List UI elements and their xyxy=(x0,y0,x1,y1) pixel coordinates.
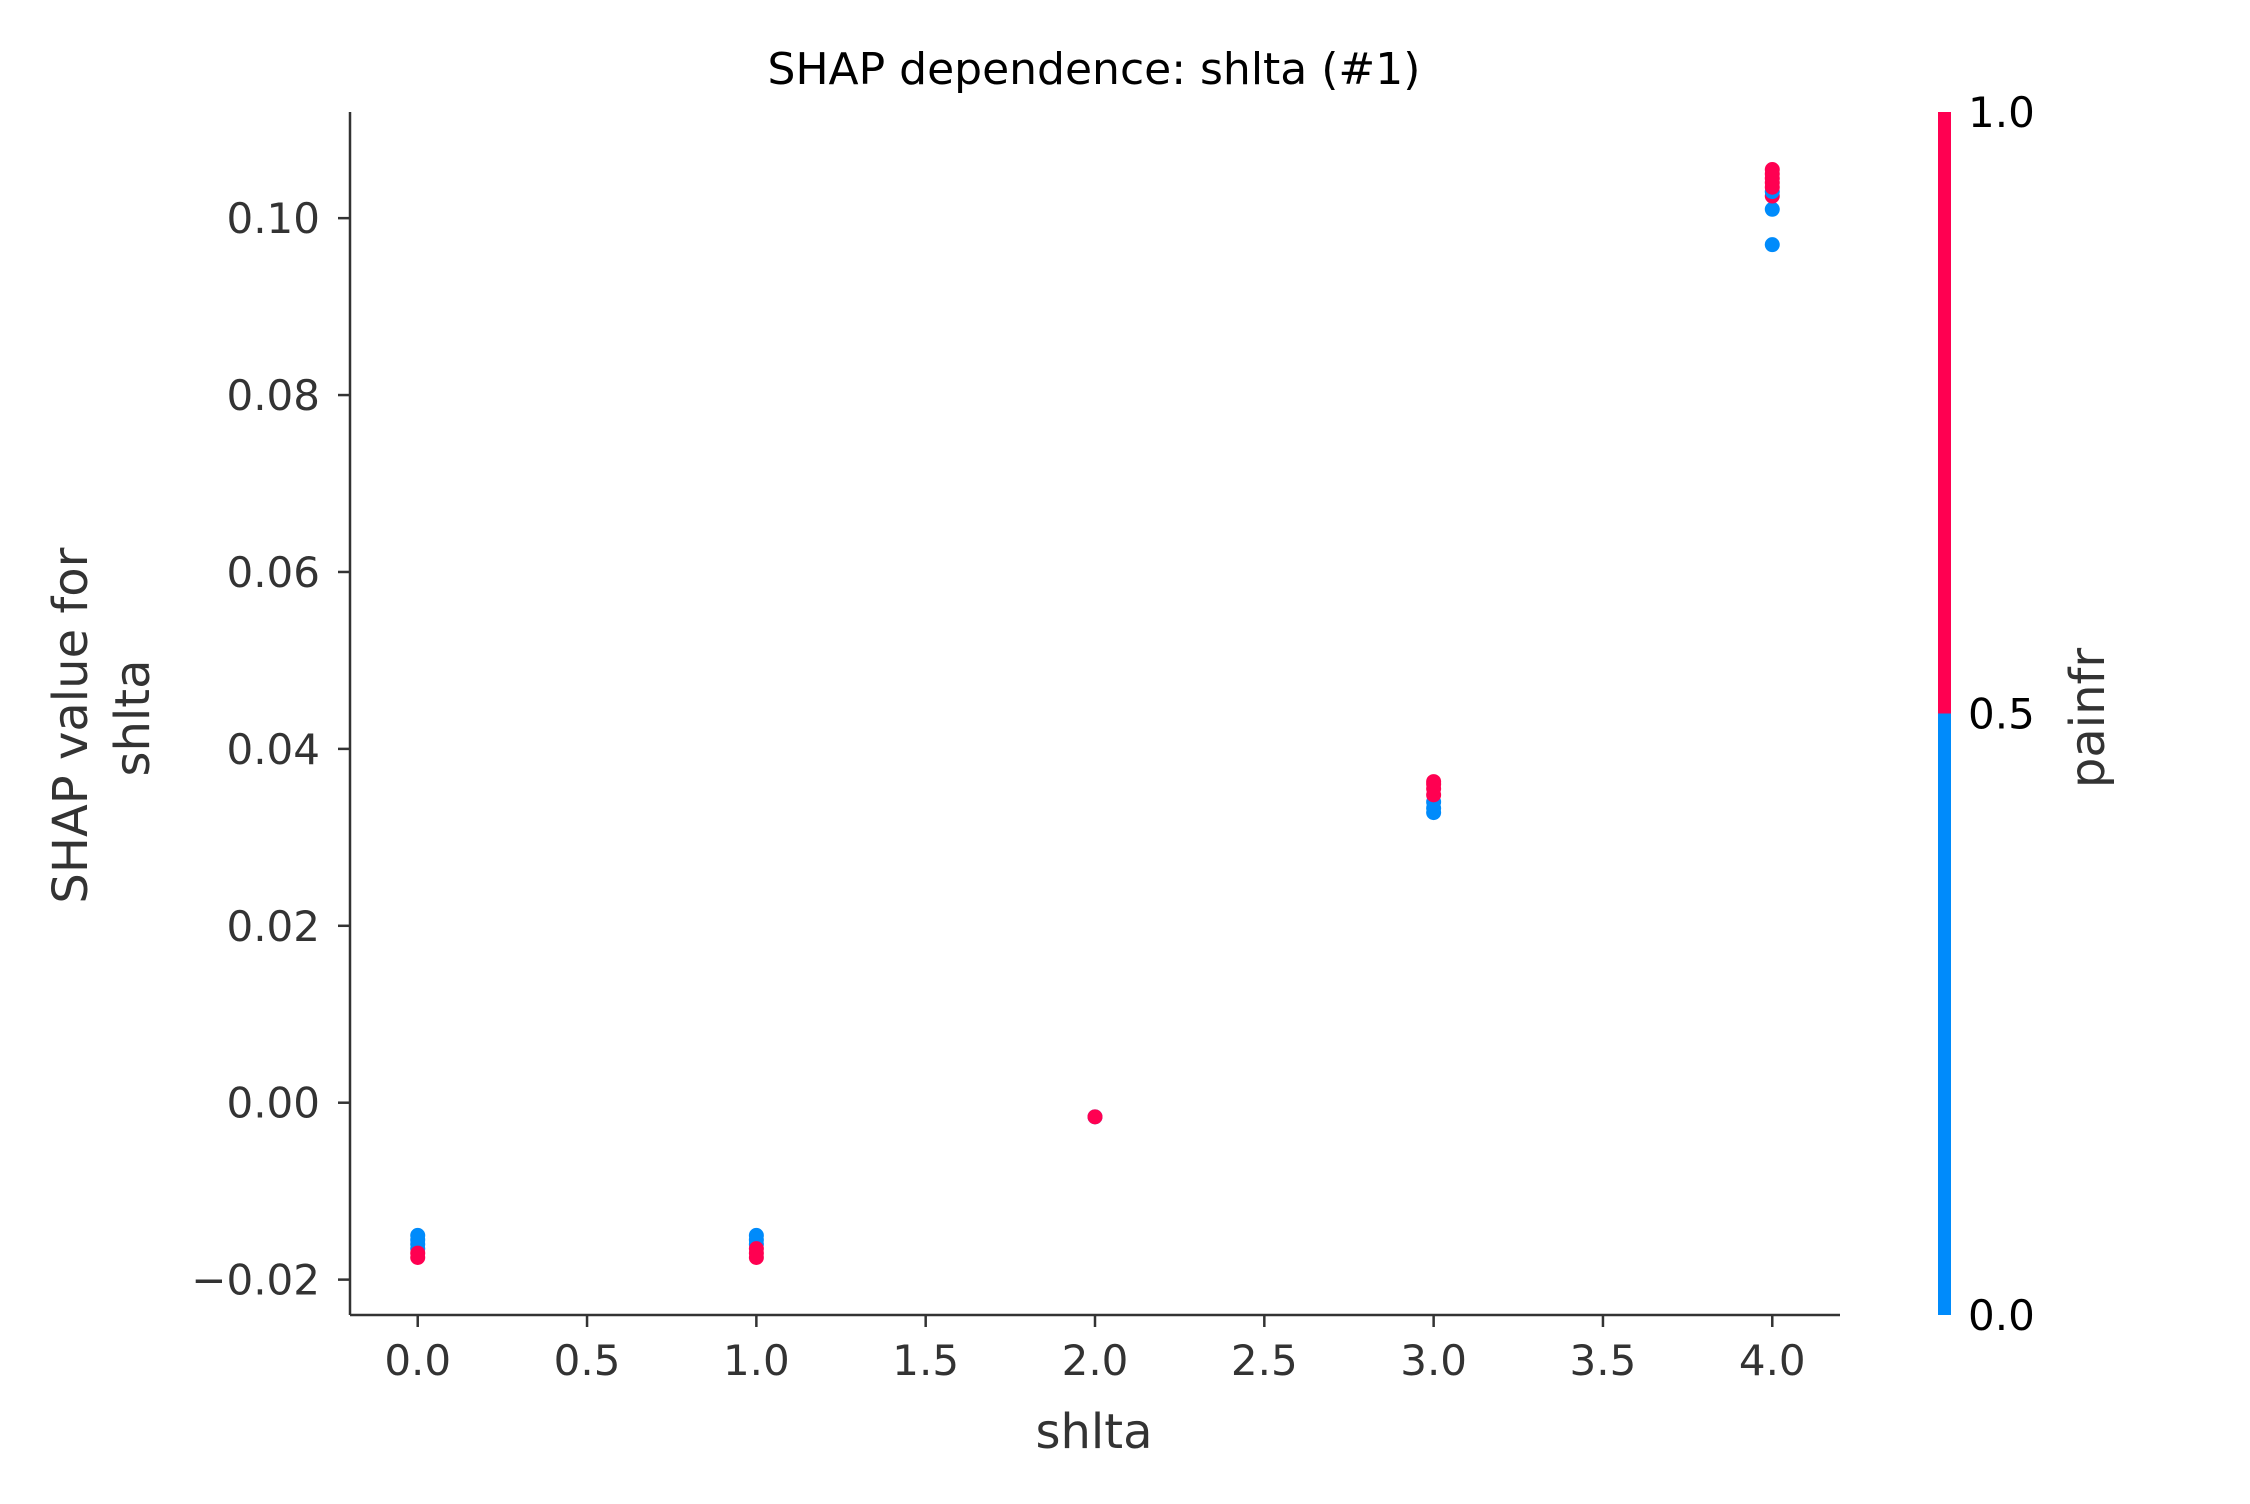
y-tick-label: −0.02 xyxy=(191,1256,320,1305)
scatter-point xyxy=(1087,1109,1103,1125)
y-ticks: −0.02 0.00 0.02 0.04 0.06 0.08 0.10 xyxy=(191,194,350,1305)
colorbar-tick-label: 0.0 xyxy=(1968,1291,2035,1340)
scatter-point xyxy=(1764,201,1780,217)
y-tick-label: 0.00 xyxy=(226,1079,320,1128)
scatter-point xyxy=(1764,237,1780,253)
colorbar-low-segment xyxy=(1938,713,1951,1315)
x-axis-label: shlta xyxy=(1036,1404,1153,1460)
x-tick-label: 1.5 xyxy=(892,1336,959,1385)
y-tick-label: 0.02 xyxy=(226,902,320,951)
colorbar-ticks: 0.0 0.5 1.0 xyxy=(1968,88,2035,1340)
y-axis-label-line-2: shlta xyxy=(105,660,161,777)
colorbar-high-segment xyxy=(1938,112,1951,714)
x-tick-label: 2.5 xyxy=(1231,1336,1298,1385)
scatter-point xyxy=(1764,161,1780,177)
y-tick-label: 0.08 xyxy=(226,371,320,420)
y-tick-label: 0.06 xyxy=(226,548,320,597)
x-tick-label: 3.0 xyxy=(1400,1336,1467,1385)
scatter-points xyxy=(410,161,1780,1266)
colorbar-tick-label: 0.5 xyxy=(1968,690,2035,739)
x-tick-label: 2.0 xyxy=(1062,1336,1129,1385)
y-axis-label: SHAP value for shlta xyxy=(43,532,161,903)
x-tick-label: 1.0 xyxy=(723,1336,790,1385)
y-tick-label: 0.10 xyxy=(226,194,320,243)
x-tick-label: 3.5 xyxy=(1570,1336,1637,1385)
x-tick-label: 0.5 xyxy=(554,1336,621,1385)
y-axis-label-line-1: SHAP value for xyxy=(43,547,99,903)
colorbar: 0.0 0.5 1.0 painfr xyxy=(1938,88,2116,1340)
colorbar-tick-label: 1.0 xyxy=(1968,88,2035,137)
scatter-point xyxy=(1426,774,1442,790)
y-tick-label: 0.04 xyxy=(226,725,320,774)
x-tick-label: 0.0 xyxy=(384,1336,451,1385)
scatter-point xyxy=(748,1250,764,1266)
colorbar-label: painfr xyxy=(2060,648,2116,789)
scatter-point xyxy=(410,1250,426,1266)
x-tick-label: 4.0 xyxy=(1739,1336,1806,1385)
axes xyxy=(348,112,1840,1317)
x-ticks: 0.0 0.5 1.0 1.5 2.0 2.5 3.0 3.5 4.0 xyxy=(384,1315,1806,1385)
chart-title: SHAP dependence: shlta (#1) xyxy=(768,44,1421,95)
